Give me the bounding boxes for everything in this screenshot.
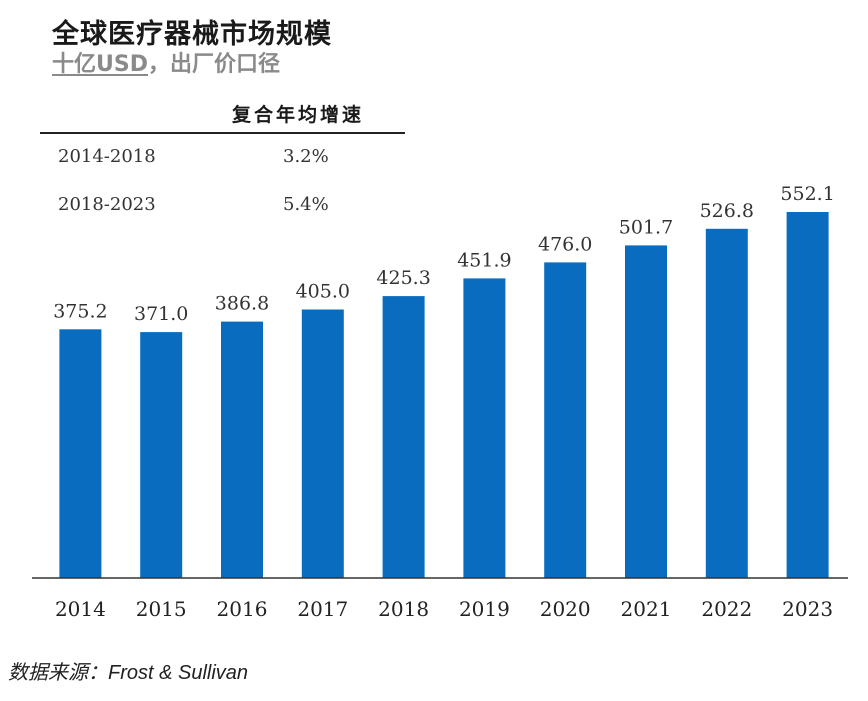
data-source: 数据来源：Frost & Sullivan [8,662,249,684]
cagr-table-rule [40,132,405,134]
x-tick-label: 2023 [782,597,833,621]
x-tick-label: 2014 [55,597,106,621]
bar-2023 [786,212,829,578]
subtitle-basis: ，出厂价口径 [147,52,280,77]
value-label: 526.8 [700,200,754,222]
value-label: 405.0 [296,281,350,303]
value-label: 386.8 [215,293,269,315]
x-tick-label: 2022 [701,597,752,621]
bar-2015 [140,332,183,578]
value-label: 375.2 [53,300,107,322]
x-tick-label: 2018 [378,597,429,621]
cagr-rate: 3.2% [283,146,329,167]
value-label: 552.1 [780,183,834,205]
bar-2022 [705,228,748,579]
x-tick-label: 2020 [540,597,591,621]
x-tick-label: 2015 [136,597,187,621]
bar-2014 [59,329,102,578]
x-tick-label: 2016 [217,597,268,621]
bar-2020 [544,262,587,578]
bar-2019 [463,278,506,578]
bar-2021 [625,245,667,578]
cagr-period: 2014-2018 [58,146,156,167]
chart-title: 全球医疗器械市场规模 [52,19,332,50]
value-label: 476.0 [538,233,592,255]
cagr-table-header: 复合年均增速 [232,104,365,126]
unit-label: 十亿USD [52,52,148,77]
value-label: 501.7 [619,216,673,238]
bar-2016 [221,321,263,578]
x-tick-label: 2021 [621,597,672,621]
cagr-rate: 5.4% [283,194,329,215]
value-label: 371.0 [134,303,188,325]
value-label: 451.9 [457,249,511,271]
bar-2017 [301,309,344,578]
chart-subtitle: 十亿USD，出厂价口径 [52,46,280,78]
value-label: 425.3 [376,267,430,289]
x-tick-label: 2017 [297,597,348,621]
cagr-period: 2018-2023 [58,194,156,215]
bar-2018 [382,296,425,578]
x-tick-label: 2019 [459,597,510,621]
